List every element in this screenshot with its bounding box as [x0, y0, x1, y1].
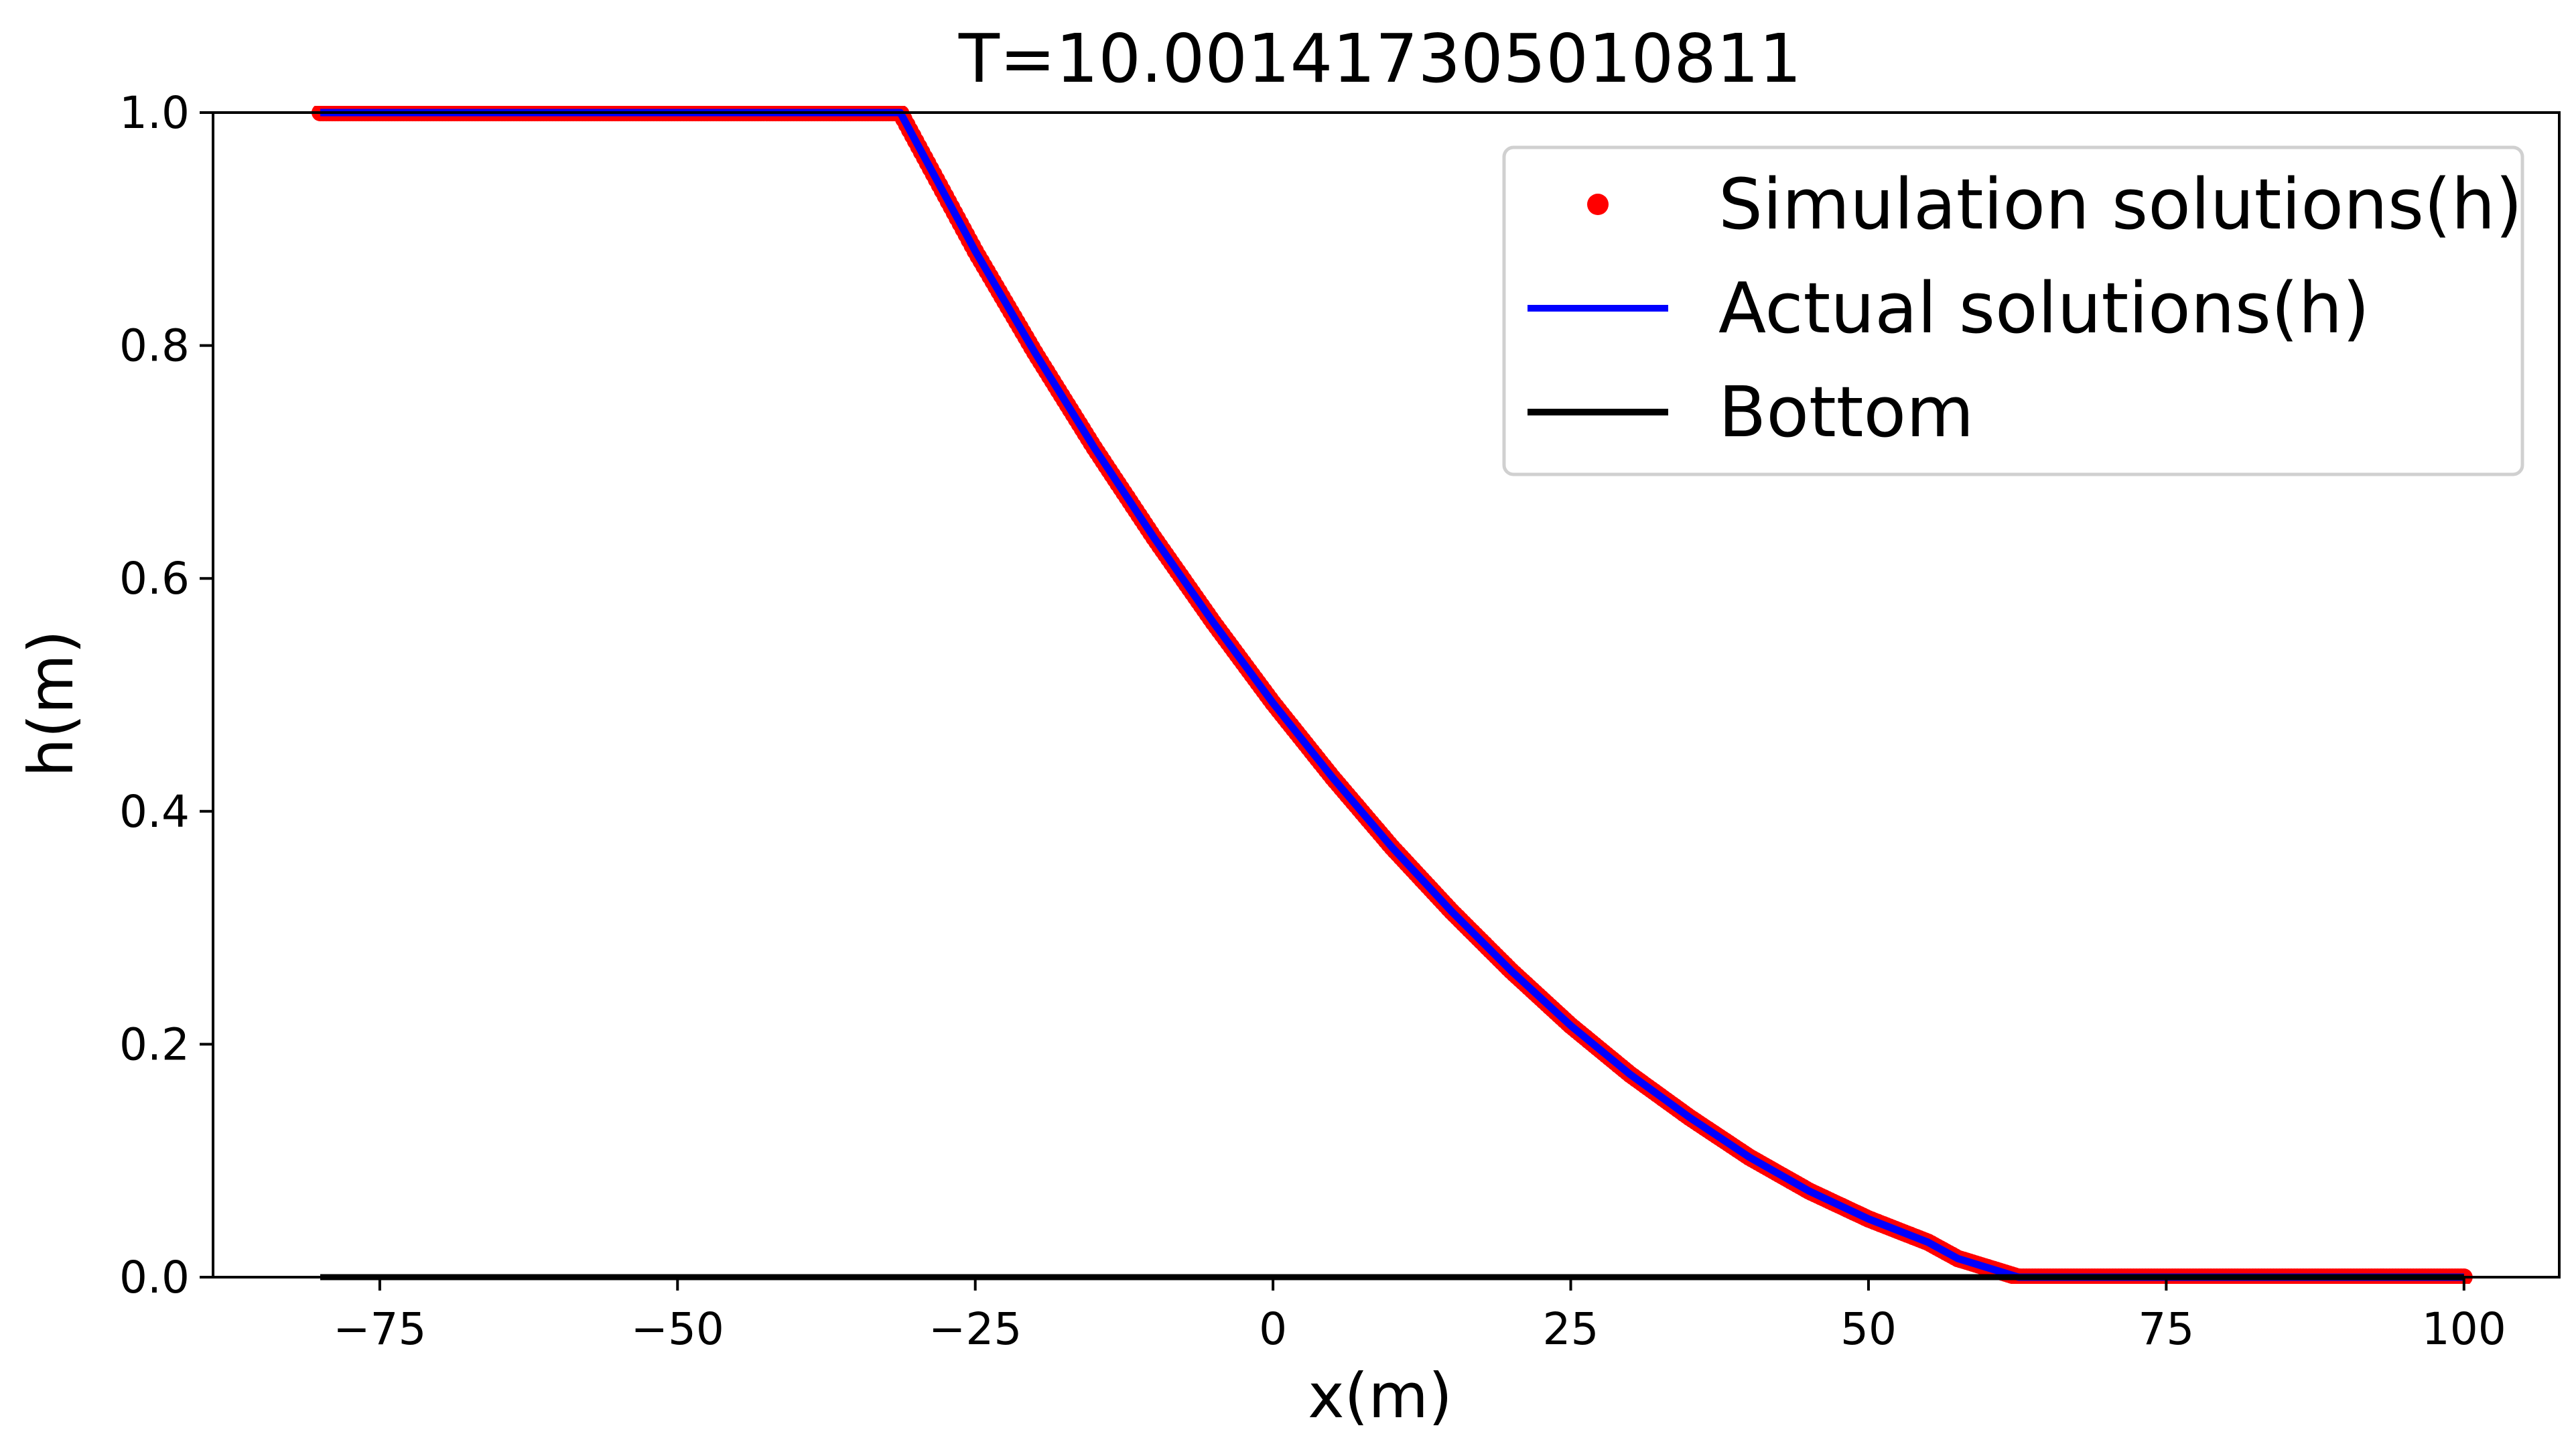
x-tick-label: −50 [631, 1303, 724, 1355]
legend-label: Actual solutions(h) [1718, 267, 2370, 349]
x-tick-label: −75 [333, 1303, 426, 1355]
x-tick-label: 0 [1259, 1303, 1287, 1355]
series-actual-line [320, 109, 2464, 1281]
legend-box [1502, 145, 2524, 476]
y-tick-label: 0.4 [119, 786, 190, 838]
x-tick-label: 25 [1543, 1303, 1599, 1355]
y-tick-label: 1.0 [119, 87, 190, 139]
y-tick-label: 0.6 [119, 553, 190, 604]
legend-label: Bottom [1718, 371, 1974, 453]
x-tick-label: 50 [1840, 1303, 1897, 1355]
x-tick-label: 100 [2422, 1303, 2506, 1355]
y-tick-label: 0.8 [119, 320, 190, 372]
y-tick-label: 0.0 [119, 1252, 190, 1303]
legend-marker-simulation [1587, 194, 1609, 215]
y-tick-label: 0.2 [119, 1019, 190, 1070]
plot-area [212, 106, 2561, 1284]
y-axis-label: h(m) [15, 630, 87, 777]
chart-title: T=10.001417305010811 [958, 19, 1802, 98]
legend-label: Simulation solutions(h) [1718, 163, 2522, 245]
x-tick-label: −25 [929, 1303, 1022, 1355]
axis-ticks: −75 −50 −25 0 25 50 75 100 0.0 0.2 0.4 0.6 0.8 1.0 [119, 87, 2506, 1355]
axes-frame [212, 111, 2561, 1279]
x-axis-label: x(m) [1308, 1360, 1452, 1432]
x-tick-label: 75 [2138, 1303, 2194, 1355]
legend: Simulation solutions(h) Actual solutions(… [1502, 145, 2524, 476]
